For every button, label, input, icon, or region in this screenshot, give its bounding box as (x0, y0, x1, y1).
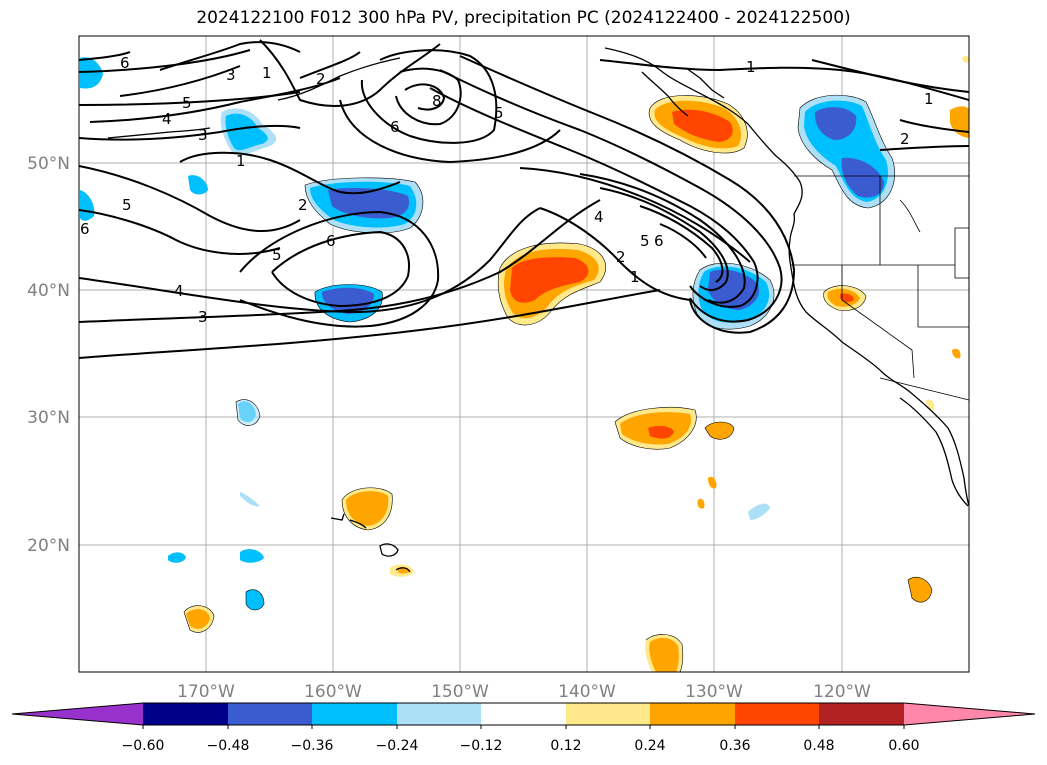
lat-label-20n: 20°N (27, 536, 70, 556)
colorbar-tick: −0.60 (122, 738, 165, 754)
contour-label: 2 (616, 248, 626, 266)
colorbar-segment (312, 703, 397, 725)
precip-outlines (183, 94, 933, 672)
lon-labels: 170°W 160°W 150°W 140°W 130°W 120°W (177, 682, 871, 702)
colorbar-segment (228, 703, 312, 725)
contour-label: 4 (174, 282, 184, 300)
contour-label: 4 (594, 208, 604, 226)
colorbar: −0.60 −0.48 −0.36 −0.24 −0.12 0.12 0.24 … (11, 702, 1036, 754)
colorbar-segment (143, 703, 228, 725)
contour-label: 4 (162, 110, 172, 128)
contour-label: 5 (640, 232, 650, 250)
lon-label-170w: 170°W (177, 682, 235, 702)
contour-label: 6 (326, 232, 336, 250)
map-frame (78, 35, 970, 673)
colorbar-tick: 0.12 (550, 738, 581, 754)
colorbar-tick: −0.48 (207, 738, 250, 754)
contour-label: 5 (494, 104, 504, 122)
contour-label: 5 (272, 246, 282, 264)
lon-label-140w: 140°W (558, 682, 616, 702)
colorbar-tick: 0.36 (719, 738, 750, 754)
lat-labels: 50°N 40°N 30°N 20°N (27, 154, 70, 556)
graticule (79, 36, 969, 672)
colorbar-segment (735, 703, 819, 725)
contour-label: 6 (120, 54, 130, 72)
lat-label-50n: 50°N (27, 154, 70, 174)
colorbar-segment (481, 703, 566, 725)
colorbar-segment (566, 703, 650, 725)
colorbar-segment (650, 703, 735, 725)
contour-label: 6 (654, 232, 664, 250)
contour-label: 1 (630, 268, 640, 286)
contour-label: 2 (298, 196, 308, 214)
contour-label: 1 (924, 90, 934, 108)
lat-label-30n: 30°N (27, 408, 70, 428)
contour-labels: 6 3 1 2 5 4 3 1 8 6 5 1 1 2 6 5 2 5 6 4 … (80, 54, 934, 326)
lon-label-130w: 130°W (685, 682, 743, 702)
contour-label: 3 (198, 126, 208, 144)
contour-label: 3 (198, 308, 208, 326)
colorbar-tick: −0.36 (291, 738, 334, 754)
lat-label-40n: 40°N (27, 281, 70, 301)
borders (790, 175, 969, 401)
pv-contours (79, 39, 969, 359)
lon-label-160w: 160°W (304, 682, 362, 702)
contour-label: 6 (390, 118, 400, 136)
contour-label: 5 (122, 196, 132, 214)
contour-label: 8 (432, 92, 442, 110)
contour-label: 2 (900, 130, 910, 148)
contour-label: 5 (182, 94, 192, 112)
colorbar-segment (397, 703, 481, 725)
contour-label: 3 (226, 66, 236, 84)
colorbar-tick: 0.48 (803, 738, 834, 754)
contour-label: 1 (746, 58, 756, 76)
lon-label-150w: 150°W (431, 682, 489, 702)
colorbar-tick: −0.12 (460, 738, 503, 754)
colorbar-extend-low (12, 703, 143, 725)
colorbar-tick: 0.24 (634, 738, 665, 754)
contour-label: 2 (316, 70, 326, 88)
coastlines (107, 47, 969, 573)
precip-shading (80, 55, 969, 672)
lon-label-120w: 120°W (813, 682, 871, 702)
contour-label: 1 (236, 152, 246, 170)
contour-label: 6 (80, 220, 90, 238)
map-title: 2024122100 F012 300 hPa PV, precipitatio… (196, 8, 851, 28)
colorbar-tick: 0.60 (888, 738, 919, 754)
colorbar-tick: −0.24 (376, 738, 419, 754)
colorbar-extend-high (904, 703, 1035, 725)
contour-label: 1 (262, 64, 272, 82)
colorbar-segment (819, 703, 904, 725)
